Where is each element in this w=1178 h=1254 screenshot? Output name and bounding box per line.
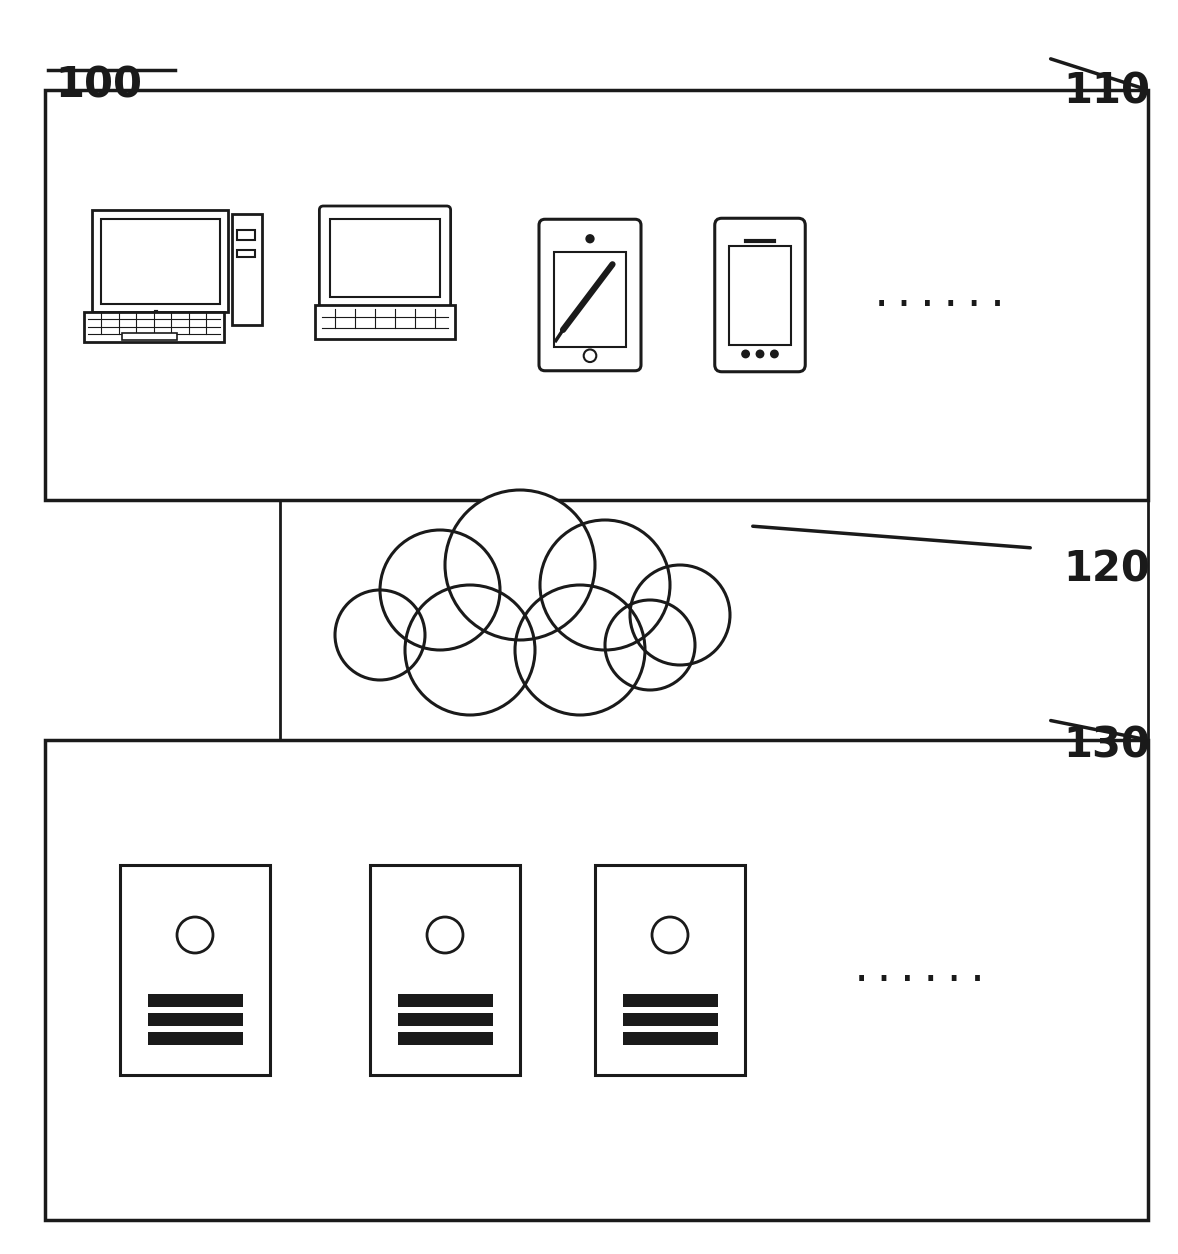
Text: 130: 130	[1063, 725, 1150, 767]
Bar	[121, 334, 177, 340]
Bar	[84, 312, 224, 342]
Circle shape	[651, 917, 688, 953]
Bar	[237, 250, 256, 257]
Bar	[232, 214, 262, 325]
Bar	[397, 994, 492, 1007]
Bar	[622, 1013, 717, 1026]
Circle shape	[540, 520, 670, 650]
Circle shape	[335, 589, 425, 680]
Circle shape	[742, 350, 749, 357]
Bar	[237, 229, 256, 240]
Bar	[370, 865, 519, 1075]
Bar	[315, 305, 455, 339]
Circle shape	[405, 586, 535, 715]
Bar	[397, 1032, 492, 1045]
Circle shape	[605, 599, 695, 690]
FancyBboxPatch shape	[540, 219, 641, 371]
Bar	[147, 1013, 243, 1026]
Text: ......: ......	[869, 276, 1010, 314]
Circle shape	[630, 566, 730, 665]
Circle shape	[426, 917, 463, 953]
Text: 120: 120	[1063, 548, 1150, 589]
Bar	[729, 246, 792, 345]
Circle shape	[177, 917, 213, 953]
Bar	[45, 90, 1149, 500]
Circle shape	[445, 490, 595, 640]
Bar	[45, 740, 1149, 1220]
Circle shape	[584, 350, 596, 362]
Bar	[622, 994, 717, 1007]
Bar	[330, 218, 439, 297]
Bar	[397, 1013, 492, 1026]
Bar	[147, 1032, 243, 1045]
Bar	[554, 252, 626, 347]
Text: 100: 100	[55, 65, 143, 107]
Bar	[120, 865, 270, 1075]
Bar	[622, 1032, 717, 1045]
Bar	[595, 865, 744, 1075]
FancyBboxPatch shape	[319, 206, 451, 307]
Circle shape	[515, 586, 646, 715]
Bar	[92, 209, 229, 312]
Text: ......: ......	[849, 951, 991, 989]
FancyBboxPatch shape	[715, 218, 806, 371]
Circle shape	[756, 350, 763, 357]
Text: 110: 110	[1063, 70, 1150, 112]
Circle shape	[587, 236, 594, 242]
Circle shape	[770, 350, 777, 357]
Circle shape	[380, 530, 499, 650]
Bar	[100, 218, 219, 303]
Bar	[147, 994, 243, 1007]
